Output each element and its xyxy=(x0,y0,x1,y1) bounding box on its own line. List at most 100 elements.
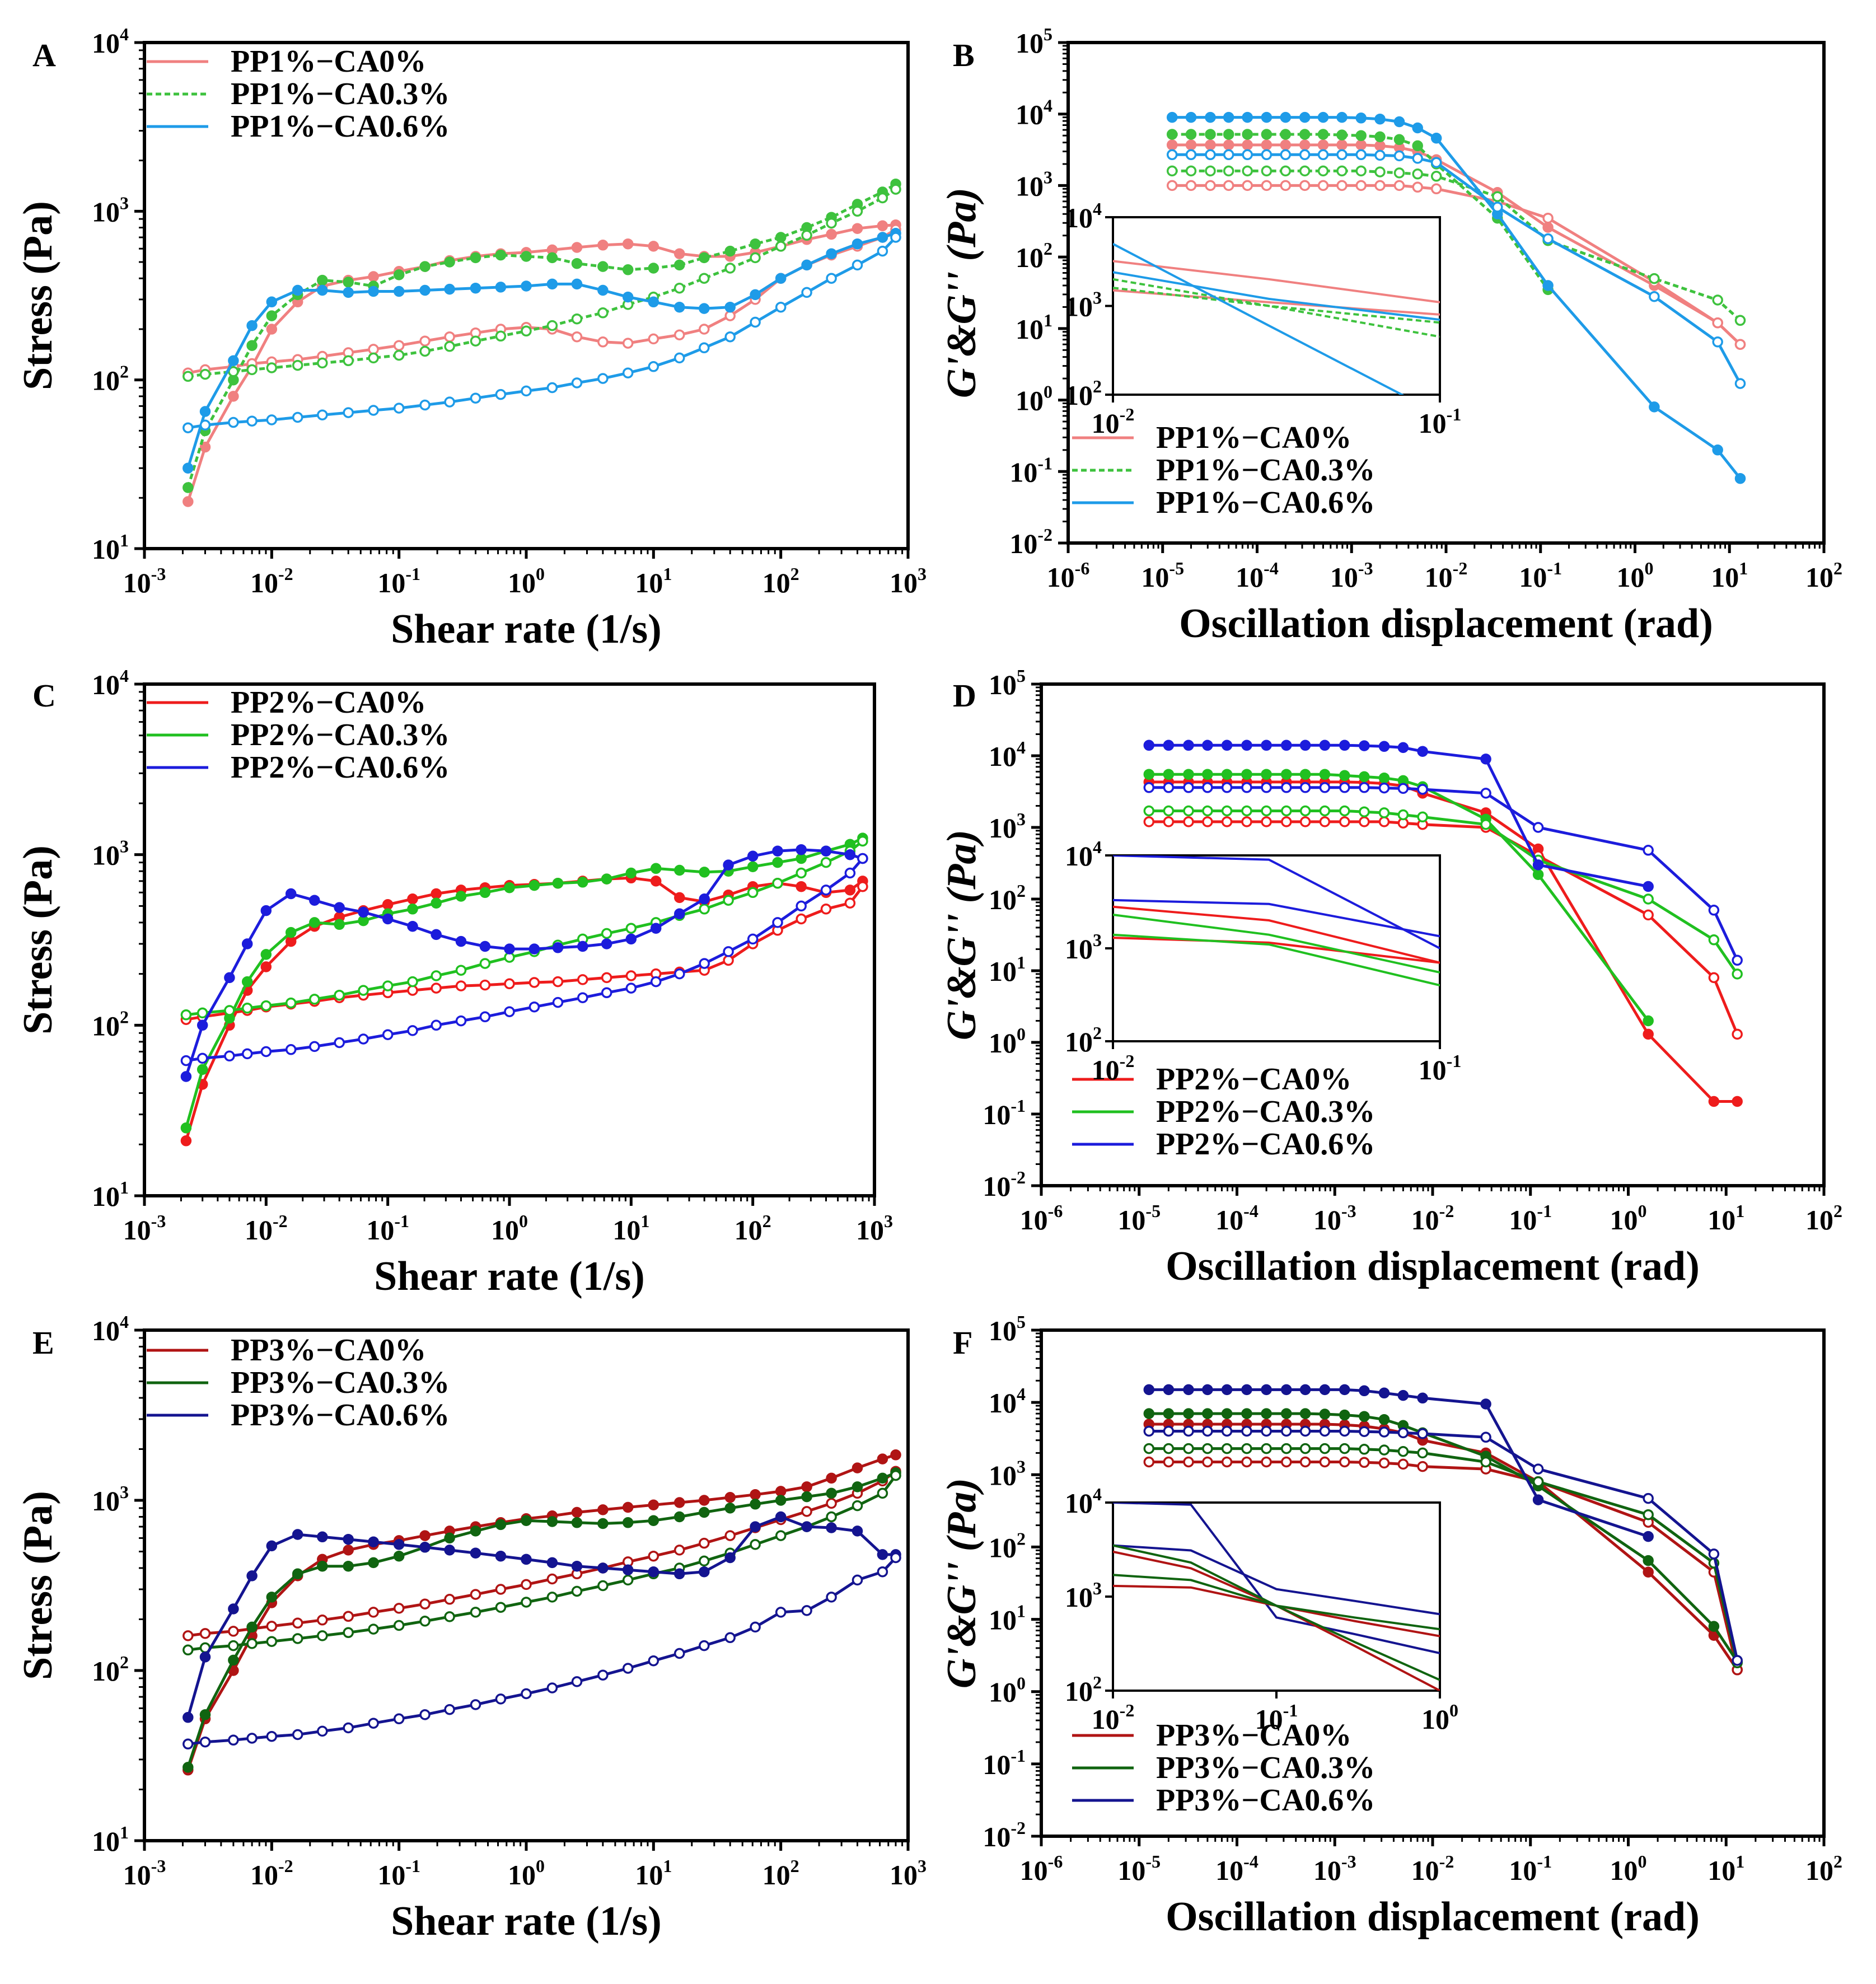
data-point-open xyxy=(1412,153,1423,164)
data-point-open xyxy=(1417,1447,1428,1459)
data-point-open xyxy=(1712,317,1723,329)
data-point-open xyxy=(368,1718,379,1729)
data-point-filled xyxy=(197,1064,208,1075)
data-point-open xyxy=(1492,191,1503,202)
data-point-open xyxy=(852,1574,863,1586)
data-point-open xyxy=(228,1734,239,1746)
data-point-open xyxy=(1359,1444,1370,1455)
legend-label: PP2%−CA0% xyxy=(231,685,426,720)
data-point-filled xyxy=(199,1651,211,1663)
data-point-open xyxy=(1185,149,1197,161)
data-point-filled xyxy=(495,1550,507,1562)
data-point-filled xyxy=(673,248,685,259)
series-line xyxy=(1172,133,1550,291)
data-point-open xyxy=(1241,1425,1252,1437)
data-point-open xyxy=(601,928,612,939)
data-point-filled xyxy=(1397,1389,1409,1401)
panel-e: E 10-3 10-2 10-1 100 101 102 103 101 102 103 104 She… xyxy=(15,1312,927,1944)
y-tick-label: 10-2 xyxy=(983,1167,1026,1202)
data-point-filled xyxy=(1532,869,1544,880)
series-line xyxy=(186,1515,896,1718)
y-axis-label: Stress (Pa) xyxy=(15,845,61,1035)
data-point-filled xyxy=(826,248,837,259)
data-point-open xyxy=(521,1579,532,1590)
data-point-open xyxy=(1317,165,1329,177)
data-point-open xyxy=(1708,905,1720,916)
data-point-filled xyxy=(622,1501,634,1513)
data-point-open xyxy=(1378,782,1390,794)
x-tick-label: 10-3 xyxy=(123,564,166,598)
data-point-open xyxy=(1202,1456,1213,1468)
x-tick-label: 10-3 xyxy=(1313,1201,1356,1236)
data-point-open xyxy=(601,987,612,999)
data-point-open xyxy=(699,273,710,284)
data-point-open xyxy=(521,385,532,397)
data-point-open xyxy=(1143,782,1155,793)
data-point-filled xyxy=(1393,134,1405,146)
data-point-open xyxy=(334,1037,345,1049)
data-point-open xyxy=(382,1029,394,1040)
data-point-open xyxy=(1397,1458,1409,1470)
inset-y-tick-label: 104 xyxy=(1065,199,1102,233)
data-point-open xyxy=(419,1598,431,1609)
data-point-open xyxy=(317,409,328,420)
inset-frame xyxy=(1112,854,1441,1042)
data-point-filled xyxy=(750,1521,761,1532)
y-tick-label: 102 xyxy=(989,881,1026,915)
data-point-filled xyxy=(266,1592,278,1603)
data-point-open xyxy=(444,1704,455,1715)
data-point-filled xyxy=(334,902,345,913)
data-point-filled xyxy=(228,391,239,402)
panel-b: B10-6 10-5 10-4 10-3 10-2 10-1 100 101 10210-210… xyxy=(939,24,1842,647)
data-point-filled xyxy=(1643,1015,1654,1027)
series-line xyxy=(186,183,897,488)
data-point-filled xyxy=(528,879,540,891)
data-point-filled xyxy=(648,296,659,308)
data-point-open xyxy=(382,980,394,991)
legend-label: PP1%−CA0.6% xyxy=(1156,485,1375,520)
data-point-open xyxy=(890,232,901,243)
data-point-open xyxy=(1166,165,1178,177)
data-point-open xyxy=(1166,180,1178,191)
data-point-filled xyxy=(650,876,662,887)
data-point-open xyxy=(1430,157,1442,169)
data-point-open xyxy=(1532,1463,1544,1475)
y-tick-label: 104 xyxy=(1016,96,1052,130)
data-point-filled xyxy=(1241,769,1252,780)
data-point-filled xyxy=(504,943,515,954)
data-point-filled xyxy=(1734,472,1746,484)
data-point-filled xyxy=(673,1497,685,1508)
data-point-open xyxy=(699,1555,710,1567)
data-point-filled xyxy=(1183,1408,1194,1419)
data-point-filled xyxy=(796,853,807,864)
data-point-filled xyxy=(495,282,507,293)
data-point-open xyxy=(673,329,685,340)
data-point-filled xyxy=(826,1472,837,1484)
y-tick-label: 105 xyxy=(989,666,1026,700)
data-point-open xyxy=(1732,1655,1743,1666)
data-point-open xyxy=(1281,782,1292,793)
data-point-filled xyxy=(571,1506,583,1518)
y-tick-label: 101 xyxy=(92,1822,129,1857)
data-point-open xyxy=(1143,805,1155,817)
data-point-open xyxy=(1374,149,1386,161)
data-point-open xyxy=(1393,180,1405,191)
data-point-open xyxy=(455,965,467,976)
data-point-filled xyxy=(317,274,328,286)
data-point-filled xyxy=(877,232,888,243)
data-point-filled xyxy=(724,245,736,257)
data-point-filled xyxy=(1183,740,1194,751)
data-point-open xyxy=(393,340,405,351)
data-point-filled xyxy=(1532,859,1544,871)
data-point-open xyxy=(444,1611,455,1622)
data-point-open xyxy=(877,1487,888,1499)
data-point-open xyxy=(246,415,258,427)
series-group xyxy=(1143,740,1743,1107)
data-point-filled xyxy=(877,220,888,232)
data-point-open xyxy=(826,217,837,229)
x-tick-label: 103 xyxy=(856,1211,893,1246)
series-line xyxy=(186,840,864,1017)
data-point-open xyxy=(724,331,736,343)
data-point-open xyxy=(358,1033,369,1045)
data-point-filled xyxy=(1221,769,1233,780)
